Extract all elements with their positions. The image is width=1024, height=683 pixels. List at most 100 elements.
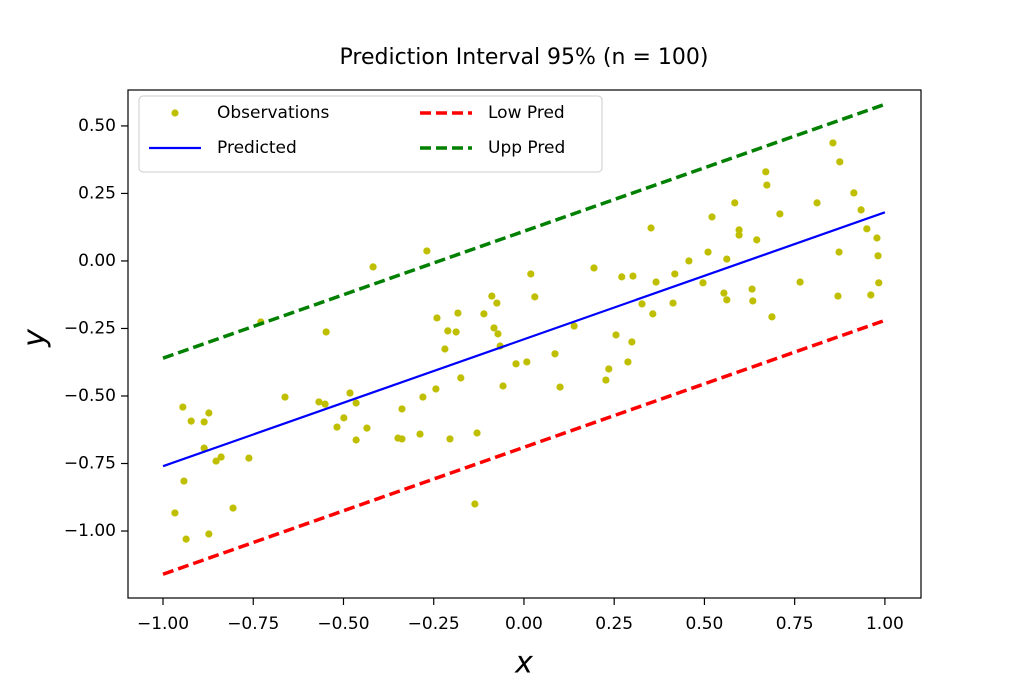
data-point — [723, 296, 731, 304]
data-point — [867, 291, 875, 299]
chart-title: Prediction Interval 95% (n = 100) — [340, 45, 709, 70]
data-point — [217, 453, 225, 461]
data-point — [512, 360, 520, 368]
y-tick-label: 0.00 — [78, 251, 116, 271]
data-point — [708, 213, 716, 221]
data-point — [768, 313, 776, 321]
data-point — [723, 255, 731, 263]
data-point — [494, 330, 502, 338]
x-tick-label: 1.00 — [866, 614, 904, 634]
data-point — [490, 324, 498, 332]
data-point — [551, 350, 559, 358]
data-point — [735, 226, 743, 234]
x-tick-label: −1.00 — [137, 614, 189, 634]
y-tick-label: 0.50 — [78, 116, 116, 136]
data-point — [570, 322, 578, 330]
data-point — [205, 409, 213, 417]
x-tick-label: 0.75 — [776, 614, 814, 634]
y-axis-label: y — [18, 328, 53, 348]
data-point — [602, 376, 610, 384]
data-point — [671, 270, 679, 278]
data-point — [763, 181, 771, 189]
legend-label: Upp Pred — [488, 138, 565, 158]
data-point — [850, 189, 858, 197]
data-point — [441, 345, 449, 353]
data-point — [200, 444, 208, 452]
x-tick-label: 0.00 — [505, 614, 543, 634]
data-point — [245, 454, 253, 462]
data-point — [212, 457, 220, 465]
data-point — [685, 257, 693, 265]
data-point — [179, 403, 187, 411]
data-point — [493, 299, 501, 307]
data-point — [322, 328, 330, 336]
data-point — [836, 158, 844, 166]
data-point — [875, 279, 883, 287]
data-point — [863, 225, 871, 233]
x-axis-label: x — [514, 646, 533, 681]
data-point — [813, 199, 821, 207]
data-point — [369, 263, 377, 271]
data-point — [874, 252, 882, 260]
data-point — [229, 504, 237, 512]
data-point — [352, 399, 360, 407]
data-point — [699, 279, 707, 287]
data-point — [753, 236, 761, 244]
data-point — [720, 289, 728, 297]
data-point — [446, 435, 454, 443]
data-point — [629, 272, 637, 280]
series-line — [162, 318, 886, 576]
data-point — [346, 389, 354, 397]
data-point — [398, 435, 406, 443]
data-point — [457, 374, 465, 382]
data-point — [416, 430, 424, 438]
data-point — [669, 299, 677, 307]
data-point — [315, 398, 323, 406]
y-tick-label: −0.25 — [64, 318, 116, 338]
data-point — [182, 535, 190, 543]
data-point — [835, 248, 843, 256]
data-point — [180, 477, 188, 485]
data-point — [473, 429, 481, 437]
data-point — [200, 418, 208, 426]
data-point — [523, 358, 531, 366]
data-point — [776, 210, 784, 218]
data-point — [605, 365, 613, 373]
data-point — [649, 310, 657, 318]
data-point — [480, 310, 488, 318]
data-point — [704, 248, 712, 256]
series-line — [162, 211, 886, 468]
data-point — [624, 358, 632, 366]
data-point — [363, 424, 371, 432]
data-point — [187, 417, 195, 425]
data-point — [731, 199, 739, 207]
data-point — [829, 139, 837, 147]
x-tick-label: 0.50 — [686, 614, 724, 634]
data-point — [796, 278, 804, 286]
data-point — [488, 292, 496, 300]
legend-label: Observations — [217, 103, 330, 123]
y-tick-label: 0.25 — [78, 183, 116, 203]
data-point — [321, 400, 329, 408]
data-point — [857, 206, 865, 214]
data-point — [612, 331, 620, 339]
x-tick-label: −0.50 — [317, 614, 369, 634]
data-point — [527, 270, 535, 278]
data-point — [333, 423, 341, 431]
data-point — [590, 264, 598, 272]
legend-label: Predicted — [217, 138, 297, 158]
data-point — [834, 292, 842, 300]
legend-label: Low Pred — [488, 103, 565, 123]
data-point — [444, 327, 452, 335]
data-point — [873, 234, 881, 242]
data-point — [398, 405, 406, 413]
data-point — [171, 509, 179, 517]
x-tick-label: −0.25 — [408, 614, 460, 634]
data-point — [749, 297, 757, 305]
data-point — [531, 293, 539, 301]
legend-marker — [171, 109, 179, 117]
data-point — [454, 309, 462, 317]
data-point — [735, 231, 743, 239]
y-tick-label: −0.50 — [64, 386, 116, 406]
